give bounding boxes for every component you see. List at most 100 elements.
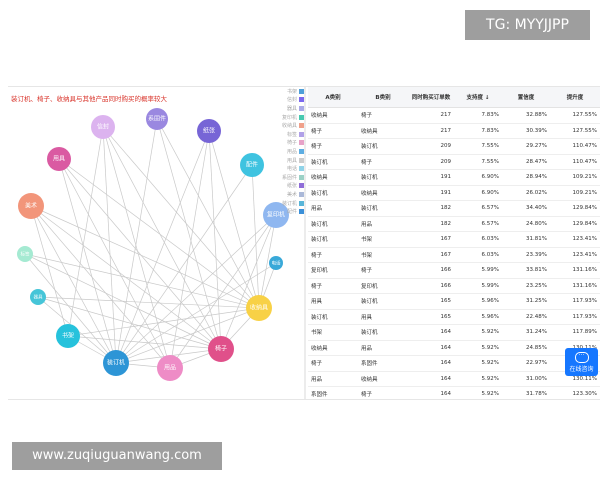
table-cell: 7.83% (454, 107, 502, 124)
table-row[interactable]: 装订机 用具 165 5.96% 22.48% 117.93% (308, 309, 600, 325)
table-cell: 装订机 (358, 138, 408, 155)
table-row[interactable]: 装订机 椅子 209 7.55% 28.47% 110.47% (308, 154, 600, 170)
column-header[interactable]: 同时购买订单数 (408, 87, 454, 108)
table-cell: 5.96% (454, 293, 502, 310)
legend-label: 信封 (286, 97, 297, 104)
graph-node-circle (240, 153, 264, 177)
table-row[interactable]: 用品 装订机 182 6.57% 34.40% 129.84% (308, 200, 600, 217)
legend-item[interactable]: 装订机 (264, 199, 304, 208)
graph-edge (58, 158, 117, 364)
table-row[interactable]: 椅子 装订机 209 7.55% 29.27% 110.47% (308, 138, 600, 155)
graph-node-shujia[interactable]: 书架 (56, 324, 80, 348)
graph-node-fuyinji[interactable]: 复印机 (263, 202, 289, 228)
table-cell: 123.30% (550, 386, 600, 399)
table-cell: 109.21% (550, 185, 600, 201)
graph-node-yongpin[interactable]: 用品 (157, 355, 183, 381)
legend-item[interactable]: 书架 (264, 87, 304, 96)
graph-node-circle (146, 108, 168, 130)
table-cell: 6.90% (454, 185, 502, 201)
column-header[interactable]: 提升度 (550, 87, 600, 108)
table-cell: 6.90% (454, 169, 502, 186)
online-consult-button[interactable]: ··· 在线咨询 (565, 348, 598, 376)
table-header-row: A类别 B类别 同时购买订单数 支持度 ↓ 置信度 提升度 (308, 87, 600, 108)
table-row[interactable]: 椅子 书架 167 6.03% 23.39% 123.41% (308, 247, 600, 263)
table-cell: 23.39% (502, 247, 550, 263)
legend-item[interactable]: 电话 (264, 164, 304, 173)
legend-item[interactable]: 收纳具 (264, 121, 304, 130)
column-header[interactable]: A类别 (308, 87, 358, 108)
column-header[interactable]: B类别 (358, 87, 408, 108)
table-row[interactable]: 装订机 用品 182 6.57% 24.80% 129.84% (308, 216, 600, 232)
graph-node-peijian[interactable]: 配件 (240, 153, 264, 177)
graph-node-xigujian[interactable]: 系固件 (146, 108, 168, 130)
table-cell: 5.92% (454, 324, 502, 341)
table-cell: 装订机 (308, 216, 358, 232)
table-row[interactable]: 系固件 椅子 164 5.92% 31.78% 123.30% (308, 386, 600, 399)
table-cell: 收纳具 (308, 340, 358, 356)
graph-node-label: 配件 (246, 161, 258, 169)
table-cell: 24.85% (502, 340, 550, 356)
graph-node-yongju[interactable]: 用具 (47, 147, 71, 171)
graph-edge (67, 126, 104, 337)
table-cell: 装订机 (358, 200, 408, 217)
table-row[interactable]: 复印机 椅子 166 5.99% 33.81% 131.16% (308, 262, 600, 279)
graph-node-qiju[interactable]: 器具 (30, 289, 46, 305)
legend-item[interactable]: 纸张 (264, 182, 304, 191)
table-cell: 用具 (358, 309, 408, 325)
legend-label: 装订机 (281, 200, 297, 207)
table-row[interactable]: 收纳具 装订机 191 6.90% 28.94% 109.21% (308, 169, 600, 186)
graph-edge (102, 126, 222, 350)
table-row[interactable]: 椅子 复印机 166 5.99% 23.25% 131.16% (308, 278, 600, 294)
legend-item[interactable]: 信封 (264, 96, 304, 105)
legend-swatch (299, 183, 304, 189)
graph-node-label: 椅子 (215, 345, 227, 353)
column-header[interactable]: 置信度 (502, 87, 550, 108)
table-row[interactable]: 椅子 收纳具 217 7.83% 30.39% 127.55% (308, 123, 600, 139)
legend-item[interactable]: 复印机 (264, 113, 304, 122)
watermark-top: TG: MYYJJPP (465, 10, 590, 40)
legend-item[interactable]: 系固件 (264, 173, 304, 182)
graph-node-biaoqian[interactable]: 标签 (17, 246, 33, 262)
graph-node-label: 用具 (53, 156, 65, 163)
table-row[interactable]: 用具 装订机 165 5.96% 31.25% 117.93% (308, 293, 600, 310)
graph-node-circle (103, 350, 129, 376)
table-row[interactable]: 收纳具 椅子 217 7.83% 32.88% 127.55% (308, 107, 600, 124)
graph-node-xinfeng[interactable]: 信封 (91, 115, 115, 139)
table-row[interactable]: 用品 收纳具 164 5.92% 31.00% 130.11% (308, 371, 600, 387)
graph-node-dianhua[interactable]: 电话 (269, 256, 283, 270)
table-cell: 用品 (358, 216, 408, 232)
graph-node-meishu[interactable]: 美术 (18, 193, 44, 219)
legend-item[interactable]: 用具 (264, 156, 304, 165)
table-cell: 椅子 (308, 355, 358, 372)
table-cell: 椅子 (308, 278, 358, 294)
legend-label: 系固件 (281, 174, 297, 181)
table-row[interactable]: 装订机 书架 167 6.03% 31.81% 123.41% (308, 231, 600, 248)
watermark-bottom: www.zuqiuguanwang.com (12, 442, 222, 470)
graph-edge (58, 158, 260, 309)
table-cell: 166 (408, 262, 454, 279)
graph-node-shounaju[interactable]: 收纳具 (246, 295, 272, 321)
legend-item[interactable]: 标签 (264, 130, 304, 139)
graph-node-zhuangdingji[interactable]: 装订机 (103, 350, 129, 376)
graph-edge (30, 205, 260, 309)
graph-node-zhizhang[interactable]: 纸张 (197, 119, 221, 143)
table-cell: 31.81% (502, 231, 550, 248)
column-header-support-sortable[interactable]: 支持度 ↓ (454, 87, 502, 108)
graph-node-yizi[interactable]: 椅子 (208, 336, 234, 362)
legend-item[interactable]: 椅子 (264, 139, 304, 148)
table-row[interactable]: 装订机 收纳具 191 6.90% 26.02% 109.21% (308, 185, 600, 201)
legend-label: 用具 (286, 157, 297, 164)
table-cell: 6.03% (454, 247, 502, 263)
graph-edge (30, 205, 117, 364)
graph-node-circle (208, 336, 234, 362)
legend-item[interactable]: 器具 (264, 104, 304, 113)
legend-item[interactable]: 美术 (264, 190, 304, 199)
table-row[interactable]: 书架 装订机 164 5.92% 31.24% 117.89% (308, 324, 600, 341)
legend-item[interactable]: 用品 (264, 147, 304, 156)
table-cell: 椅子 (358, 386, 408, 399)
chat-bubble-icon: ··· (574, 352, 589, 363)
graph-node-label: 装订机 (107, 359, 125, 367)
legend-item[interactable]: 配件 (264, 207, 304, 216)
